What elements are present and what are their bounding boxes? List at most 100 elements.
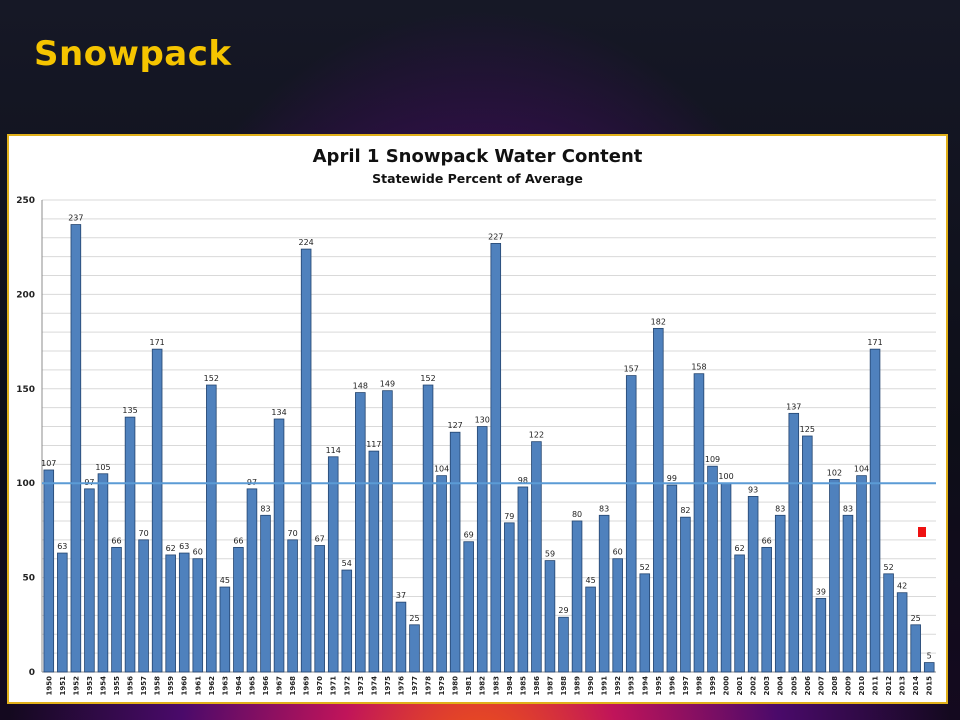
bar xyxy=(192,558,204,673)
data-label: 99 xyxy=(667,474,677,483)
bar xyxy=(842,514,854,673)
y-tick-label: 200 xyxy=(16,290,35,300)
data-label: 66 xyxy=(233,536,243,545)
data-label: 66 xyxy=(762,536,772,545)
bar xyxy=(802,435,813,673)
x-tick-label: 2003 xyxy=(763,676,771,696)
data-label: 83 xyxy=(599,504,609,513)
y-tick-label: 150 xyxy=(16,385,35,395)
bar xyxy=(151,348,163,673)
data-label: 39 xyxy=(816,587,826,596)
bar xyxy=(219,586,231,673)
bar xyxy=(761,546,772,673)
bar xyxy=(612,558,623,673)
data-label: 227 xyxy=(488,232,503,241)
chart-subtitle: Statewide Percent of Average xyxy=(372,171,583,186)
data-label: 60 xyxy=(193,548,203,557)
bar xyxy=(680,516,691,673)
data-label: 60 xyxy=(613,548,623,557)
bar xyxy=(246,488,258,673)
x-tick-label: 1996 xyxy=(668,676,676,696)
data-label: 158 xyxy=(691,363,706,372)
x-tick-label: 2000 xyxy=(723,676,731,696)
data-label: 224 xyxy=(298,238,313,247)
x-tick-label: 1951 xyxy=(59,676,67,696)
x-tick-label: 1978 xyxy=(425,676,433,696)
data-label: 79 xyxy=(504,512,514,521)
data-label: 45 xyxy=(585,576,595,585)
bar xyxy=(57,552,68,673)
bar xyxy=(287,539,298,673)
data-label: 122 xyxy=(529,431,544,440)
y-tick-label: 250 xyxy=(16,196,35,206)
x-tick-label: 1990 xyxy=(587,676,595,696)
bar xyxy=(327,456,339,673)
x-tick-label: 1991 xyxy=(601,676,609,696)
data-label: 237 xyxy=(68,214,83,223)
data-label: 105 xyxy=(95,463,110,472)
data-label: 62 xyxy=(166,544,176,553)
data-label: 63 xyxy=(57,542,67,551)
data-label: 148 xyxy=(353,382,368,391)
data-label: 59 xyxy=(545,550,555,559)
bar xyxy=(409,624,420,673)
x-tick-label: 1960 xyxy=(181,676,189,696)
x-tick-label: 1992 xyxy=(614,676,622,696)
x-tick-label: 1959 xyxy=(167,676,175,696)
x-tick-label: 1969 xyxy=(303,676,311,696)
data-label: 45 xyxy=(220,576,230,585)
x-tick-label: 2015 xyxy=(926,676,934,696)
x-tick-label: 2013 xyxy=(899,676,907,696)
data-label: 117 xyxy=(366,440,381,449)
chart-container: April 1 Snowpack Water Content Statewide… xyxy=(7,134,948,704)
x-tick-label: 1993 xyxy=(628,676,636,696)
data-label: 52 xyxy=(883,563,893,572)
bar xyxy=(233,546,244,673)
data-label: 67 xyxy=(315,535,325,544)
bar xyxy=(910,624,921,673)
bar xyxy=(84,488,95,673)
bar xyxy=(138,539,149,673)
x-tick-label: 1963 xyxy=(221,676,229,696)
x-tick-label: 1953 xyxy=(86,676,94,696)
data-label: 25 xyxy=(911,614,921,623)
x-tick-label: 1967 xyxy=(276,676,284,696)
bar xyxy=(639,573,651,673)
data-label: 54 xyxy=(342,559,352,568)
data-label: 93 xyxy=(748,485,758,494)
x-tick-label: 1994 xyxy=(641,676,649,696)
bar xyxy=(395,601,407,673)
bar xyxy=(625,375,637,673)
x-tick-label: 1954 xyxy=(99,676,107,696)
highlight-marker xyxy=(917,526,927,538)
bar xyxy=(829,479,840,673)
bar xyxy=(585,586,596,673)
x-tick-label: 1968 xyxy=(289,676,297,696)
x-tick-label: 1966 xyxy=(262,676,270,696)
x-tick-label: 2004 xyxy=(777,676,785,696)
data-label: 29 xyxy=(558,606,568,615)
data-label: 25 xyxy=(409,614,419,623)
x-tick-label: 1980 xyxy=(452,676,460,696)
x-tick-label: 2010 xyxy=(858,676,866,696)
data-label: 127 xyxy=(447,421,462,430)
data-label: 83 xyxy=(260,504,270,513)
bar xyxy=(476,426,488,673)
x-tick-label: 1952 xyxy=(72,676,80,696)
x-tick-label: 1972 xyxy=(343,676,351,696)
bar xyxy=(368,450,380,673)
bar xyxy=(43,469,55,673)
data-label: 149 xyxy=(380,380,395,389)
data-label: 130 xyxy=(475,416,490,425)
x-tick-label: 1950 xyxy=(45,676,53,696)
data-label: 52 xyxy=(640,563,650,572)
data-label: 37 xyxy=(396,591,406,600)
y-tick-label: 100 xyxy=(16,479,35,489)
bar xyxy=(490,243,502,673)
bar xyxy=(436,475,447,673)
x-tick-label: 1997 xyxy=(682,676,690,696)
bar xyxy=(598,514,610,673)
bar xyxy=(815,597,827,673)
data-label: 135 xyxy=(122,406,137,415)
chart-title: April 1 Snowpack Water Content xyxy=(312,146,643,167)
